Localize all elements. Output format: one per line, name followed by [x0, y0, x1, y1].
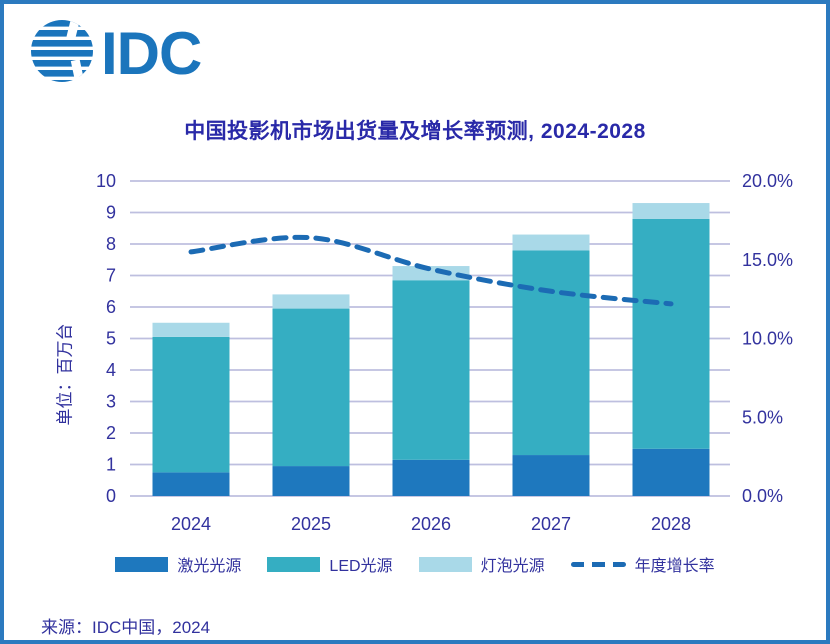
- x-axis-label: 2026: [411, 514, 451, 534]
- left-axis-tick: 9: [106, 203, 116, 223]
- legend-item-2: LED光源: [267, 552, 393, 576]
- legend-color-swatch: [418, 556, 472, 572]
- left-axis-tick: 2: [106, 423, 116, 443]
- bar-segment: [152, 336, 230, 473]
- left-axis-tick: 3: [106, 392, 116, 412]
- bar-segment: [512, 455, 590, 496]
- x-axis-label: 2027: [531, 514, 571, 534]
- source-note: 来源：IDC中国，2024: [41, 618, 211, 637]
- bar-segment: [272, 308, 350, 467]
- growth-rate-line: [188, 234, 674, 307]
- left-axis-tick: 0: [106, 486, 116, 506]
- chart-legend: 激光光源 LED光源 灯泡光源 年度增长率: [4, 552, 826, 576]
- idc-logo: IDC: [31, 20, 202, 86]
- right-axis-tick: 0.0%: [742, 486, 783, 506]
- bar-segment: [392, 266, 470, 281]
- legend-item-1: 激光光源: [115, 552, 241, 576]
- projector-shipment-chart: 0 1 2 3 4 5 6 7 8 9 10 0.0% 5.0% 10.0% 15.0% 20.0% 2024 2…: [96, 171, 793, 534]
- left-axis-tick: 1: [106, 455, 116, 475]
- bar-segment: [392, 459, 470, 496]
- legend-color-swatch: [115, 556, 169, 572]
- legend-color-swatch: [267, 556, 321, 572]
- left-axis-tick: 5: [106, 329, 116, 349]
- right-axis-tick: 15.0%: [742, 250, 793, 270]
- left-axis-tick: 8: [106, 234, 116, 254]
- legend-dashed-line-swatch: [570, 561, 626, 567]
- bar-segment: [272, 294, 350, 309]
- bar-segment: [632, 448, 710, 496]
- bar-segment: [152, 322, 230, 337]
- bar-segment: [152, 472, 230, 496]
- legend-label: LED光源: [329, 558, 393, 575]
- left-axis-tick: 7: [106, 266, 116, 286]
- right-axis-tick: 20.0%: [742, 171, 793, 191]
- x-axis-label: 2025: [291, 514, 331, 534]
- bar-segment: [632, 218, 710, 449]
- right-axis-tick: 5.0%: [742, 407, 783, 427]
- bar-segment: [512, 234, 590, 251]
- left-axis-unit-label: 单位：百万台: [55, 323, 75, 425]
- legend-label: 灯泡光源: [480, 558, 545, 575]
- x-axis-label: 2024: [171, 514, 211, 534]
- bar-segment: [632, 203, 710, 219]
- legend-label: 激光光源: [177, 558, 242, 575]
- idc-logo-text: IDC: [101, 20, 201, 86]
- idc-globe-icon: [31, 20, 93, 82]
- legend-label: 年度增长率: [634, 558, 715, 575]
- left-axis-tick: 6: [106, 297, 116, 317]
- x-axis-label: 2028: [651, 514, 691, 534]
- legend-item-3: 灯泡光源: [418, 552, 545, 576]
- chart-title: 中国投影机市场出货量及增长率预测, 2024-2028: [184, 120, 646, 143]
- left-axis-tick: 4: [106, 360, 116, 380]
- legend-item-4: 年度增长率: [570, 552, 715, 576]
- bar-segment: [272, 466, 350, 496]
- right-axis-tick: 10.0%: [742, 329, 793, 349]
- left-axis-tick: 10: [96, 171, 116, 191]
- bar-segment: [392, 280, 470, 460]
- bar-segment: [512, 250, 590, 456]
